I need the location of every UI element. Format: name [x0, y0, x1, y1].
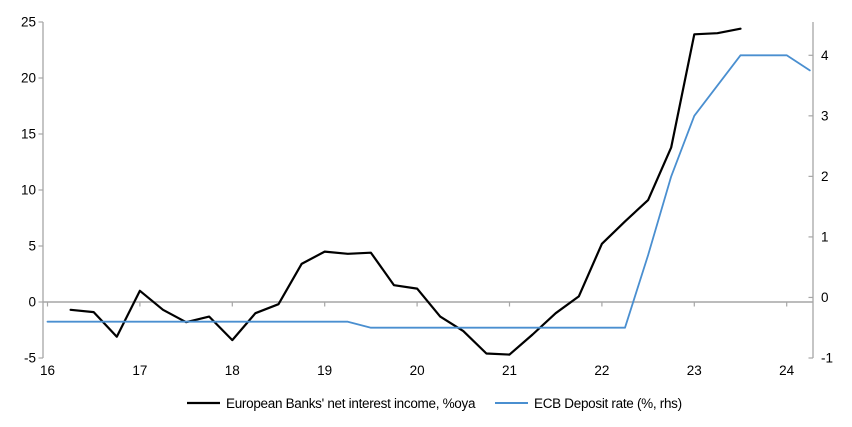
axes-group	[38, 21, 814, 359]
left-axis-tick-label: 10	[21, 183, 36, 198]
left-axis-tick-label: 5	[28, 239, 36, 254]
x-axis-tick-label: 23	[687, 363, 702, 378]
right-axis-tick-label: 0	[821, 290, 829, 305]
legend-label-net-interest-income: European Banks' net interest income, %oy…	[226, 396, 476, 411]
right-axis-tick-label: 1	[821, 229, 829, 244]
x-axis-tick-label: 16	[40, 363, 55, 378]
x-axis-tick-label: 24	[779, 363, 795, 378]
series-lines-group	[46, 27, 811, 356]
left-axis-tick-label: 20	[21, 71, 36, 86]
left-axis-tick-label: 0	[28, 295, 36, 310]
legend: European Banks' net interest income, %oy…	[187, 396, 682, 411]
right-axis-tick-label: 2	[821, 169, 829, 184]
series-line-0	[69, 27, 742, 356]
right-axis-tick-label: -1	[821, 351, 833, 366]
x-axis-tick-label: 21	[502, 363, 517, 378]
x-axis-tick-label: 17	[132, 363, 147, 378]
left-axis-tick-label: -5	[24, 351, 36, 366]
legend-label-ecb-deposit-rate: ECB Deposit rate (%, rhs)	[534, 396, 682, 411]
left-axis-tick-label: 15	[21, 127, 36, 142]
x-axis-tick-label: 20	[410, 363, 425, 378]
x-axis-tick-label: 18	[225, 363, 240, 378]
right-axis-tick-label: 3	[821, 108, 829, 123]
right-axis-tick-label: 4	[821, 48, 829, 63]
left-axis-tick-label: 25	[21, 15, 36, 30]
x-axis-tick-label: 22	[594, 363, 609, 378]
series-line-1	[46, 54, 811, 329]
x-axis-tick-label: 19	[317, 363, 332, 378]
